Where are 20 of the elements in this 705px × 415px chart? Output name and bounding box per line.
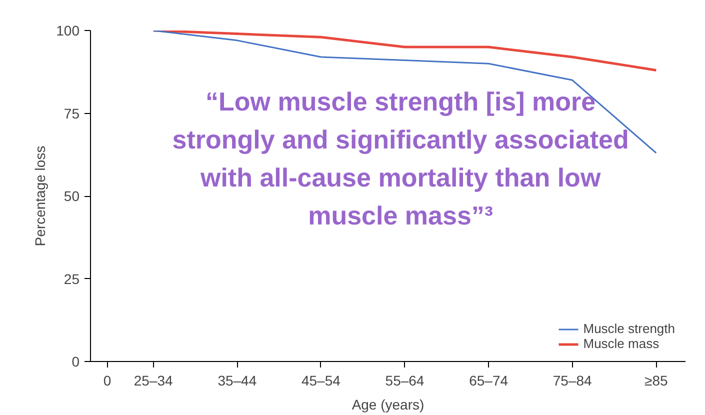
x-tick-label: 65–74 [469, 372, 508, 388]
line-series [152, 30, 657, 154]
text: 0 [103, 372, 112, 388]
y-tick-label: 0 [72, 354, 80, 370]
x-tick-label: 75–84 [552, 372, 592, 388]
annotation: “Low muscle strength [is] more strongly and significantly associated with all-cause mortality than low muscle mass”³ [172, 86, 629, 230]
legend-label: Muscle mass [583, 336, 660, 351]
x-tick-label: 35–44 [218, 372, 257, 388]
y-tick-label: 75 [64, 105, 80, 122]
x-axis-title: Age (years) [352, 396, 424, 412]
x-tick-label: ≥85 [644, 372, 668, 388]
y-tick-label: 100 [56, 22, 80, 38]
line-series [152, 30, 658, 72]
y-tick-label: 50 [64, 188, 80, 204]
x-tick-label: 45–54 [301, 372, 341, 388]
y-axis-title: Percentage loss [32, 146, 48, 246]
legend-label: Muscle strength [583, 321, 675, 336]
y-tick-label: 25 [64, 270, 80, 287]
x-tick-label: 25–34 [134, 372, 174, 388]
x-tick-label: 55–64 [385, 372, 424, 388]
